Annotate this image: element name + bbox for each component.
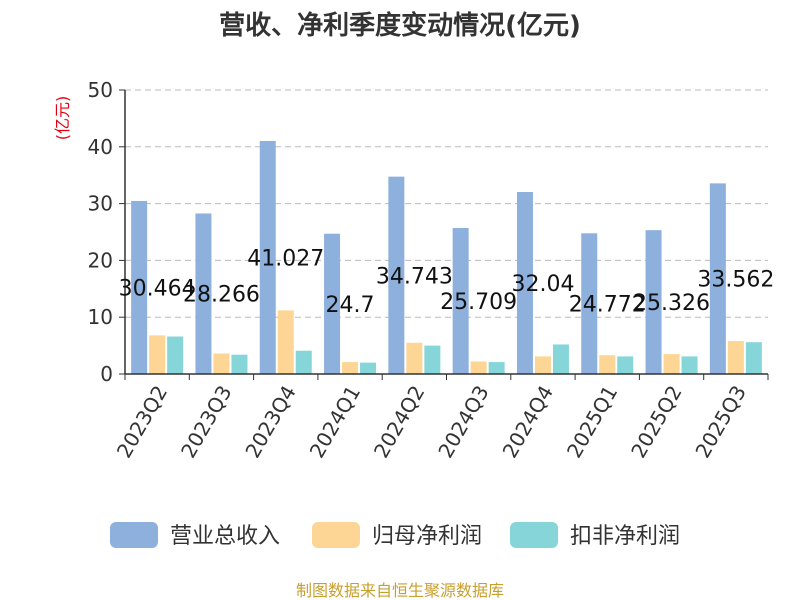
- legend-label: 营业总收入: [170, 524, 280, 549]
- x-axis-ticks: 2023Q2 2023Q3 2023Q4 2024Q1 2024Q2 2024Q3 2024…: [112, 374, 769, 462]
- bar-3-2024Q4: [552, 344, 569, 374]
- bar-1-2025Q1: [581, 233, 598, 374]
- data-label: 28.266: [183, 283, 260, 308]
- y-tick-label: 30: [88, 192, 113, 216]
- y-axis-ticks: 0 10 20 30 40 50: [88, 78, 125, 386]
- y-tick-label: 20: [88, 248, 113, 272]
- data-label: 24.772: [569, 293, 646, 318]
- bar-3-2024Q2: [424, 345, 441, 374]
- bar-3-2023Q3: [231, 354, 248, 374]
- x-tick-label: 2023Q2: [112, 381, 172, 462]
- y-tick-label: 50: [88, 78, 113, 102]
- data-label: 24.7: [326, 293, 375, 318]
- bar-2-2024Q2: [406, 342, 423, 374]
- x-tick-label: 2023Q4: [240, 381, 300, 462]
- legend: 营业总收入 归母净利润 扣非净利润: [110, 522, 680, 549]
- data-labels: 30.46428.26641.02724.734.74325.70932.042…: [119, 246, 775, 317]
- bar-1-2025Q2: [645, 230, 662, 374]
- bar-3-2025Q3: [745, 342, 762, 374]
- bar-1-2024Q3: [452, 227, 469, 374]
- bar-2-2024Q1: [342, 362, 359, 374]
- bar-3-2025Q2: [681, 356, 698, 374]
- x-tick-label: 2024Q1: [305, 381, 365, 462]
- bar-1-2024Q4: [516, 192, 533, 374]
- bar-1-2024Q2: [388, 176, 405, 374]
- data-label: 30.464: [119, 276, 196, 301]
- bar-3-2025Q1: [617, 356, 634, 374]
- bars: [131, 140, 762, 374]
- bar-2-2023Q2: [149, 335, 166, 374]
- x-tick-label: 2025Q2: [626, 381, 686, 462]
- bar-1-2025Q3: [709, 183, 726, 374]
- x-tick-label: 2025Q1: [562, 381, 622, 462]
- bar-2-2025Q2: [663, 354, 680, 374]
- legend-swatch: [110, 522, 158, 548]
- legend-label: 扣非净利润: [570, 524, 680, 549]
- data-label: 33.562: [697, 268, 774, 293]
- data-label: 25.709: [440, 290, 517, 315]
- y-tick-label: 0: [100, 362, 113, 386]
- axes: [124, 90, 768, 375]
- bar-1-2023Q3: [195, 213, 212, 374]
- legend-label: 归母净利润: [372, 524, 482, 549]
- bar-2-2023Q4: [277, 310, 294, 374]
- legend-swatch: [510, 522, 558, 548]
- bar-3-2024Q1: [360, 362, 377, 374]
- bar-3-2023Q4: [295, 350, 312, 374]
- bar-1-2023Q4: [259, 140, 276, 374]
- x-tick-label: 2024Q4: [498, 381, 558, 462]
- bar-2-2024Q4: [534, 356, 551, 374]
- bar-1-2023Q2: [131, 200, 148, 374]
- legend-swatch: [312, 522, 360, 548]
- x-tick-label: 2023Q3: [176, 381, 236, 462]
- x-tick-label: 2024Q3: [433, 381, 493, 462]
- source-note: 制图数据来自恒生聚源数据库: [296, 581, 504, 600]
- data-label: 32.04: [511, 272, 574, 297]
- x-tick-label: 2025Q3: [690, 381, 750, 462]
- bar-2-2024Q3: [470, 361, 487, 374]
- bar-3-2023Q2: [167, 336, 184, 374]
- bar-2-2023Q3: [213, 353, 230, 374]
- bar-2-2025Q1: [599, 355, 616, 374]
- bar-2-2025Q3: [727, 341, 744, 374]
- x-tick-label: 2024Q2: [369, 381, 429, 462]
- bar-1-2024Q1: [324, 233, 341, 374]
- data-label: 41.027: [247, 246, 324, 271]
- data-label: 25.326: [633, 291, 710, 316]
- data-label: 34.743: [376, 264, 453, 289]
- y-axis-unit: (亿元): [53, 96, 72, 141]
- chart-title: 营收、净利季度变动情况(亿元): [219, 10, 581, 41]
- y-tick-label: 10: [88, 305, 113, 329]
- bar-3-2024Q3: [488, 362, 505, 374]
- y-tick-label: 40: [88, 135, 113, 159]
